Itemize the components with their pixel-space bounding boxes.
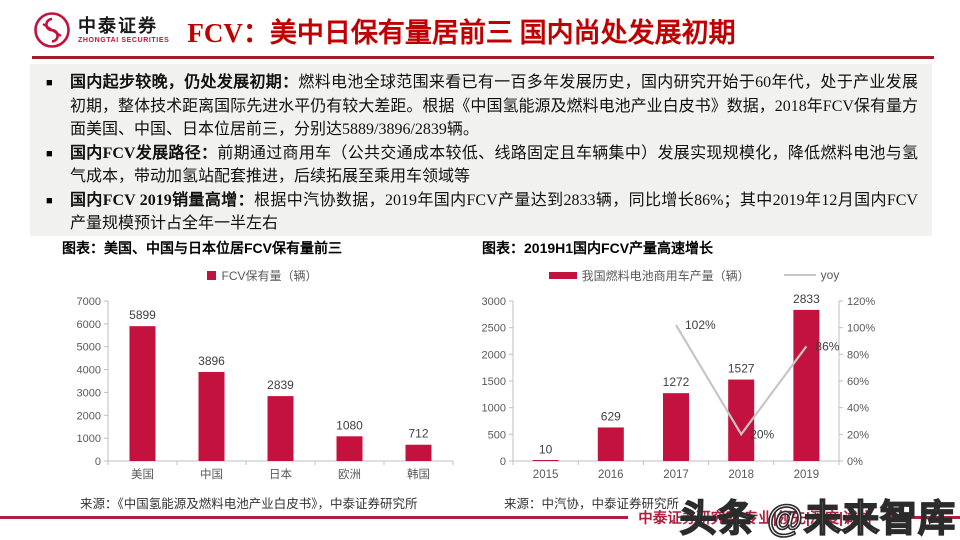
charts-row: 图表：美国、中国与日本位居FCV保有量前三 FCV保有量（辆） 0 1000 200… [60,238,908,512]
bullet-text: 根据中汽协数据，2019年国内FCV产量达到2833辆，同比增长86%；其中20… [70,191,918,233]
logo-name-cn: 中泰证券 [78,15,158,36]
svg-text:2000: 2000 [77,410,101,422]
bullet-lead: 国内起步较晚，仍处发展初期： [70,74,299,91]
svg-text:10: 10 [539,442,553,456]
svg-text:1000: 1000 [77,433,101,445]
chart-panel-fcv-ownership: 图表：美国、中国与日本位居FCV保有量前三 FCV保有量（辆） 0 1000 200… [60,238,465,512]
svg-text:韩国: 韩国 [407,467,430,481]
footer-line-right [882,516,960,519]
watermark-toutiao: 头条 @未来智库 [679,497,956,540]
bullet-lead: 国内FCV 2019销量高增： [70,191,254,209]
svg-text:2833: 2833 [793,292,820,306]
header: 中泰证券 ZHONGTAI SECURITIES FCV：美中日保有量居前三 国… [32,6,935,54]
legend-bar-swatch-icon [207,270,217,280]
svg-text:3000: 3000 [482,296,506,308]
bar-chart-ownership: 0 1000 2000 3000 4000 5000 6000 7000 5899 美国 3896 中… [77,296,454,481]
bullet-item: ■ 国内起步较晚，仍处发展初期：燃料电池全球范围来看已有一百多年发展历史，国内研究… [44,71,918,142]
logo-name-en: ZHONGTAI SECURITIES [78,36,170,44]
bullet-item: ■ 国内FCV发展路径：前期通过商用车（公共交通成本较低、线路固定且车辆集中）发展… [44,142,918,189]
chart-legend: 我国燃料电池商用车产量（辆） yoy [480,267,908,283]
legend-label: 我国燃料电池商用车产量（辆） [581,268,750,283]
svg-text:80%: 80% [847,349,869,361]
svg-text:5899: 5899 [129,308,156,322]
svg-text:2016: 2016 [598,469,624,481]
chart-panel-fcv-production: 图表：2019H1国内FCV产量高速增长 我国燃料电池商用车产量（辆） yoy … [480,238,908,512]
svg-text:1272: 1272 [663,375,690,389]
svg-text:0: 0 [95,456,101,468]
svg-text:20%: 20% [750,427,774,441]
svg-text:120%: 120% [847,296,875,308]
legend-label: FCV保有量（辆） [221,268,318,283]
svg-text:100%: 100% [847,323,875,335]
footer-slogan: 中泰证券研究所 专业|领先|深度|诚信 [638,511,872,527]
bullet-lead: 国内FCV发展路径： [70,144,218,162]
bullet-square-icon: ■ [46,147,53,160]
page-title: FCV：美中日保有量居前三 国内尚处发展初期 [187,17,736,48]
svg-text:7000: 7000 [77,296,101,308]
svg-text:2000: 2000 [482,349,506,361]
svg-text:1527: 1527 [728,362,755,376]
chart-title: 图表：美国、中国与日本位居FCV保有量前三 [62,240,342,256]
bullet-text: 燃料电池全球范围来看已有一百多年发展历史，国内研究开始于60年代，处于产业发展初… [70,74,918,138]
footer-line-left [0,516,629,519]
legend-bar-swatch-icon [548,271,577,279]
svg-text:2018: 2018 [728,469,754,481]
svg-text:60%: 60% [847,376,869,388]
legend-line-swatch-icon [783,274,816,276]
svg-text:日本: 日本 [269,467,292,481]
chart-legend: FCV保有量（辆） [60,267,465,283]
svg-text:6000: 6000 [77,319,101,331]
svg-text:2015: 2015 [533,469,559,481]
svg-text:1000: 1000 [482,403,506,415]
footer: 中泰证券研究所 专业|领先|深度|诚信 [0,507,960,528]
svg-text:4000: 4000 [77,365,101,377]
bullet-text: 前期通过商用车（公共交通成本较低、线路固定且车辆集中）发展实现规模化，降低燃料电… [70,144,918,186]
svg-text:40%: 40% [847,403,869,415]
zhongtai-emblem-icon [34,12,70,48]
svg-text:102%: 102% [685,318,716,332]
svg-text:2839: 2839 [267,378,294,392]
zhongtai-logo: 中泰证券 ZHONGTAI SECURITIES [32,10,169,50]
chart-title: 图表：2019H1国内FCV产量高速增长 [482,240,714,256]
svg-text:美国: 美国 [131,467,154,481]
header-divider [32,56,934,59]
svg-text:3000: 3000 [77,387,101,399]
svg-text:500: 500 [488,429,506,441]
bar-line-chart-production: 0 500 1000 1500 2000 2500 3000 0% 20% 40% 60% 80% 10… [482,292,876,481]
svg-text:629: 629 [601,409,621,423]
legend-label: yoy [820,268,840,282]
svg-text:中国: 中国 [200,468,223,481]
svg-text:712: 712 [408,427,428,441]
bullet-item: ■ 国内FCV 2019销量高增：根据中汽协数据，2019年国内FCV产量达到28… [44,189,918,236]
svg-text:2500: 2500 [482,323,506,335]
svg-text:3896: 3896 [198,354,225,368]
chart-source: 来源：《中国氢能源及燃料电池产业白皮书》，中泰证券研究所 [80,497,418,511]
svg-text:20%: 20% [847,429,869,441]
bullet-square-icon: ■ [46,77,53,89]
summary-block: ■ 国内起步较晚，仍处发展初期：燃料电池全球范围来看已有一百多年发展历史，国内研究… [30,64,932,236]
svg-text:2019: 2019 [794,469,820,481]
svg-text:2017: 2017 [663,469,689,481]
svg-text:0%: 0% [847,456,863,468]
chart-source: 来源：中汽协，中泰证券研究所 [504,497,680,511]
svg-text:0: 0 [500,456,506,468]
svg-text:1500: 1500 [482,376,506,388]
bullet-square-icon: ■ [46,194,53,207]
svg-text:5000: 5000 [77,342,101,354]
svg-text:1080: 1080 [336,418,363,432]
svg-text:欧洲: 欧洲 [338,468,361,481]
svg-text:86%: 86% [815,339,839,353]
